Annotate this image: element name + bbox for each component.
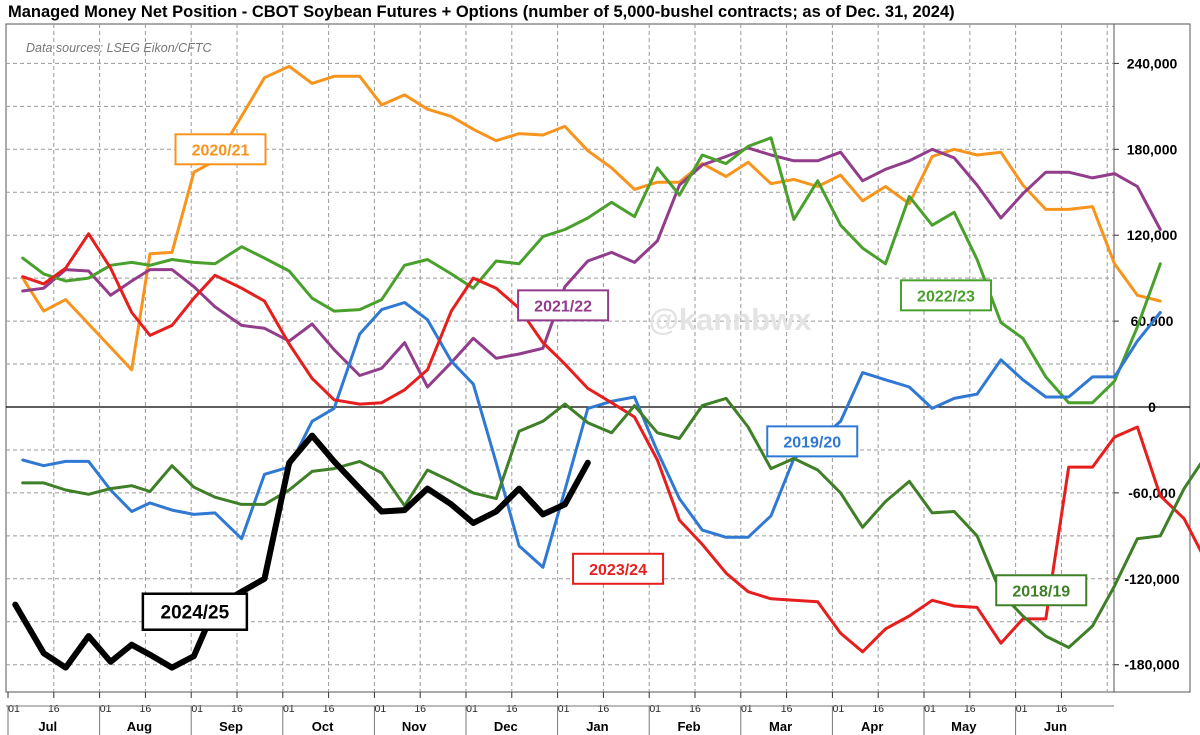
- x-day-tick-label: 01: [924, 703, 936, 715]
- series-line-2019-20: [21, 301, 1162, 569]
- series-label-box: [995, 574, 1088, 607]
- x-month-label: Feb: [677, 719, 700, 734]
- watermark: @kannbwx: [649, 302, 813, 337]
- x-day-tick-label: 01: [1016, 703, 1028, 715]
- x-day-tick-label: 16: [140, 703, 152, 715]
- series-label-2018-19: 2018/19: [1012, 583, 1070, 600]
- x-month-label: Jun: [1044, 719, 1067, 734]
- series-line-2024-25: [12, 432, 591, 671]
- source-note: Data sources: LSEG Eikon/CFTC: [26, 41, 212, 55]
- x-day-tick-label: 01: [283, 703, 295, 715]
- x-day-tick-label: 16: [231, 703, 243, 715]
- x-day-tick-label: 01: [649, 703, 661, 715]
- x-month-label: Nov: [402, 719, 427, 734]
- series-label-box: [517, 289, 610, 322]
- x-month-label: Jul: [38, 719, 57, 734]
- x-day-tick-label: 01: [558, 703, 570, 715]
- x-day-tick-label: 16: [872, 703, 884, 715]
- x-day-tick-label: 01: [100, 703, 112, 715]
- x-day-tick-label: 16: [48, 703, 60, 715]
- series-line-2022-23: [21, 136, 1162, 405]
- series-label-2024-25: 2024/25: [161, 603, 230, 624]
- series-label-box: [141, 592, 249, 631]
- y-tick-label: 180,000: [1127, 141, 1178, 157]
- series-label-box: [174, 133, 267, 166]
- x-month-label: Oct: [312, 719, 334, 734]
- series-label-2022-23: 2022/23: [917, 288, 975, 305]
- y-tick-label: -120,000: [1124, 571, 1179, 587]
- series-label-box: [899, 279, 992, 312]
- x-day-tick-label: 16: [1056, 703, 1068, 715]
- x-day-tick-label: 01: [191, 703, 203, 715]
- x-month-label: May: [951, 719, 977, 734]
- x-day-tick-label: 16: [414, 703, 426, 715]
- x-day-tick-label: 16: [964, 703, 976, 715]
- x-day-tick-label: 16: [689, 703, 701, 715]
- y-tick-label: 0: [1148, 399, 1156, 415]
- x-month-label: Mar: [769, 719, 792, 734]
- chart-title: Managed Money Net Position - CBOT Soybea…: [8, 3, 955, 21]
- y-tick-label: 120,000: [1127, 227, 1178, 243]
- x-month-label: Aug: [127, 719, 152, 734]
- series-label-2020-21: 2020/21: [192, 142, 250, 159]
- x-day-tick-label: 01: [833, 703, 845, 715]
- series-label-2023-24: 2023/24: [589, 562, 647, 579]
- series-label-2019-20: 2019/20: [783, 434, 841, 451]
- x-day-tick-label: 16: [598, 703, 610, 715]
- x-day-tick-label: 01: [741, 703, 753, 715]
- series-label-box: [572, 552, 665, 585]
- x-day-tick-label: 16: [323, 703, 335, 715]
- y-tick-label: -60,000: [1128, 485, 1176, 501]
- series-label-2021-22: 2021/22: [534, 298, 592, 315]
- x-day-tick-label: 01: [466, 703, 478, 715]
- y-tick-label: 240,000: [1127, 55, 1178, 71]
- y-tick-label: -180,000: [1124, 657, 1179, 673]
- x-day-tick-label: 01: [375, 703, 387, 715]
- series-line-2021-22: [21, 146, 1162, 389]
- series-label-box: [766, 425, 859, 458]
- x-month-label: Jan: [586, 719, 608, 734]
- x-month-label: Apr: [861, 719, 883, 734]
- x-month-label: Sep: [219, 719, 243, 734]
- x-day-tick-label: 16: [506, 703, 518, 715]
- x-day-tick-label: 01: [8, 703, 20, 715]
- x-day-tick-label: 16: [781, 703, 793, 715]
- x-month-label: Dec: [494, 719, 518, 734]
- series-line-2020-21: [21, 64, 1162, 372]
- chart-frame: [5, 23, 1191, 693]
